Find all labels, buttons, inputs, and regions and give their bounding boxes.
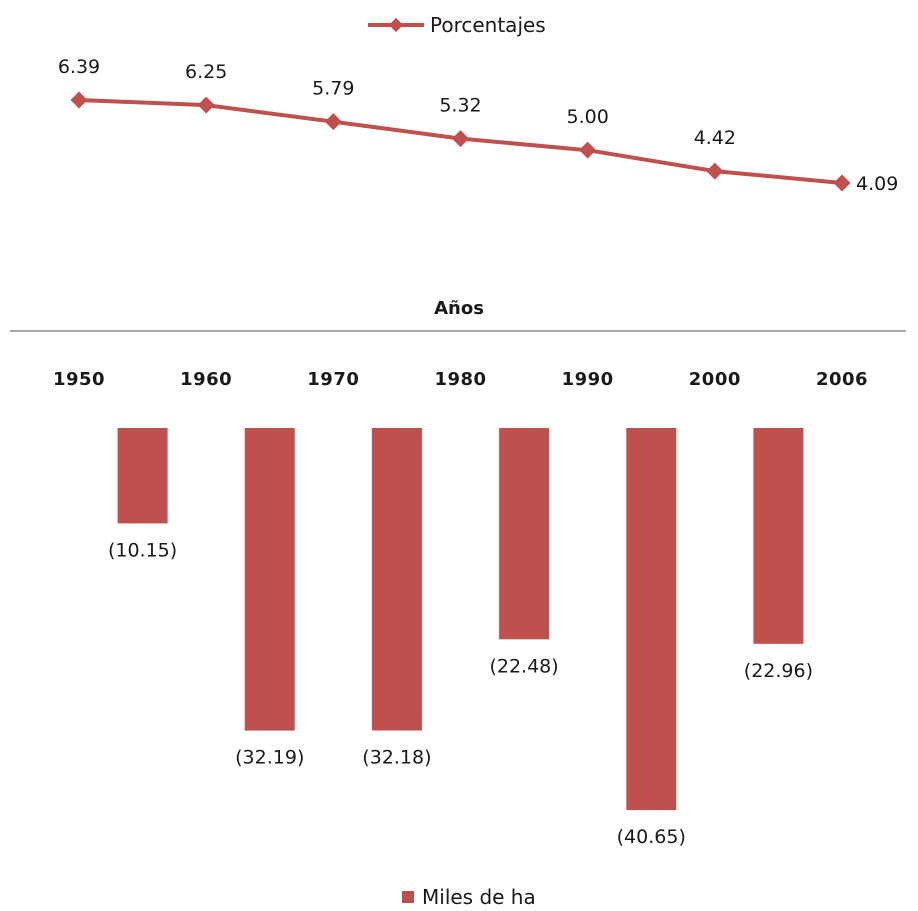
x-tick-label: 1950 bbox=[53, 369, 105, 390]
bar-data-label: (32.18) bbox=[362, 746, 431, 768]
line-point bbox=[70, 91, 88, 109]
line-data-label: 4.42 bbox=[694, 127, 736, 149]
line-point bbox=[706, 162, 724, 180]
line-data-label: 6.25 bbox=[185, 61, 227, 83]
bar bbox=[753, 428, 804, 644]
bar bbox=[499, 428, 550, 640]
bar-data-label: (32.19) bbox=[235, 747, 304, 769]
bar-data-label: (22.48) bbox=[489, 655, 558, 677]
bar-legend: Miles de ha bbox=[402, 885, 536, 909]
line-point bbox=[452, 130, 469, 148]
line-data-label: 5.00 bbox=[567, 106, 609, 128]
line-point bbox=[579, 141, 597, 159]
x-tick-label: 2000 bbox=[689, 369, 741, 390]
x-tick-label: 1970 bbox=[307, 369, 359, 390]
bar-legend-swatch bbox=[402, 891, 414, 903]
bar bbox=[626, 428, 677, 811]
line-data-label: 5.79 bbox=[312, 78, 354, 100]
line-data-label: 5.32 bbox=[439, 95, 481, 117]
bar-data-label: (22.96) bbox=[744, 660, 813, 682]
line-legend-label: Porcentajes bbox=[430, 13, 546, 37]
x-tick-label: 2006 bbox=[816, 369, 868, 390]
bar-data-label: (40.65) bbox=[617, 826, 686, 848]
line-legend-marker bbox=[388, 17, 404, 33]
bar bbox=[244, 428, 295, 731]
line-data-label: 6.39 bbox=[58, 56, 100, 78]
bar-legend-label: Miles de ha bbox=[422, 885, 536, 909]
x-tick-label: 1980 bbox=[434, 369, 486, 390]
x-tick-label: 1990 bbox=[562, 369, 614, 390]
line-point bbox=[197, 96, 215, 114]
x-axis-title: Años bbox=[434, 298, 484, 319]
line-point bbox=[324, 113, 342, 131]
bar bbox=[371, 428, 422, 731]
bar-data-label: (10.15) bbox=[108, 539, 177, 561]
line-point bbox=[833, 174, 851, 192]
line-data-label: 4.09 bbox=[856, 173, 898, 195]
x-tick-label: 1960 bbox=[180, 369, 232, 390]
bar bbox=[117, 428, 168, 524]
line-legend: Porcentajes bbox=[368, 13, 546, 37]
